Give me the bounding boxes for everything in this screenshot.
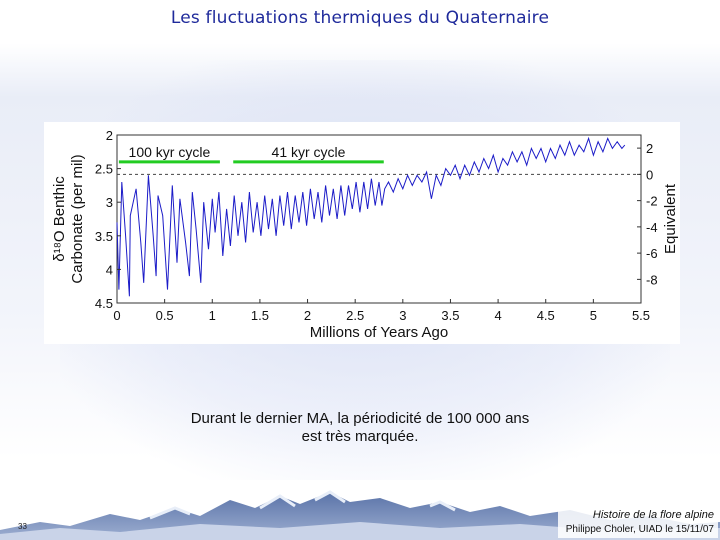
y-left-tick-label: 4 — [106, 262, 113, 277]
y-left-tick-label: 2 — [106, 128, 113, 143]
chart: 100 kyr cycle 41 kyr cycle 0 0.5 1 1.5 2 2.5 3 3… — [51, 128, 679, 341]
y-right-tick-label: -6 — [646, 246, 658, 261]
x-axis-label: Millions of Years Ago — [310, 324, 448, 341]
x-tick-label: 3.5 — [441, 308, 459, 323]
y-left-label-line-1: δ¹⁸O Benthic — [51, 176, 68, 262]
x-tick-label: 1.5 — [251, 308, 269, 323]
y-right-tick-label: -8 — [646, 272, 658, 287]
caption-line-2: est très marquée. — [301, 428, 419, 445]
x-tick-label: 1 — [209, 308, 216, 323]
x-tick-label: 0 — [113, 308, 120, 323]
y-right-tick-label: 2 — [646, 141, 653, 156]
slide-number: 33 — [18, 522, 27, 531]
y-right-tick-label: -4 — [646, 220, 658, 235]
mountain-panorama — [0, 490, 720, 540]
x-tick-label: 5 — [590, 308, 597, 323]
x-tick-label: 4.5 — [537, 308, 555, 323]
caption: Durant le dernier MA, la périodicité de … — [130, 410, 590, 446]
caption-line-1: Durant le dernier MA, la périodicité de … — [190, 410, 530, 427]
series-line-0 — [116, 136, 626, 297]
x-tick-label: 2 — [304, 308, 311, 323]
x-tick-label: 3 — [399, 308, 406, 323]
y-left-tick-label: 4.5 — [95, 296, 113, 311]
y-left-tick-label: 3 — [106, 195, 113, 210]
footer-title: Histoire de la flore alpine — [592, 509, 714, 521]
annotation-label-1: 41 kyr cycle — [272, 144, 346, 160]
x-tick-label: 4 — [494, 308, 501, 323]
plot-frame — [116, 134, 642, 304]
y-right-tick-label: -2 — [646, 194, 658, 209]
x-tick-label: 0.5 — [156, 308, 174, 323]
y-right-label-line-1: Equivalent — [662, 183, 679, 254]
footer-background — [558, 506, 718, 538]
y-right-tick-label: 0 — [646, 167, 653, 182]
x-tick-label: 5.5 — [632, 308, 650, 323]
footer-author: Philippe Choler, UIAD le 15/11/07 — [565, 524, 714, 535]
y-left-label-line-2: Carbonate (per mil) — [69, 154, 86, 283]
x-tick-label: 2.5 — [346, 308, 364, 323]
chart-panel: 100 kyr cycle 41 kyr cycle 0 0.5 1 1.5 2 2.5 3 3… — [44, 122, 680, 344]
slide-title: Les fluctuations thermiques du Quaternai… — [170, 8, 550, 28]
annotation-label-0: 100 kyr cycle — [129, 144, 211, 160]
y-left-tick-label: 2.5 — [95, 162, 113, 177]
y-left-tick-label: 3.5 — [95, 229, 113, 244]
